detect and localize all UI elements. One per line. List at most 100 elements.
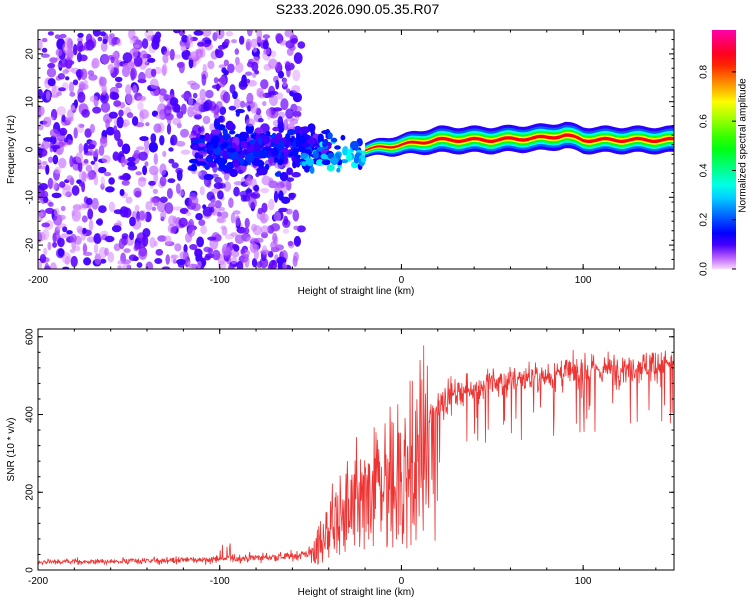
y-tick-label: 0 [25,146,36,152]
heatmap-cell [108,177,115,185]
heatmap-cell [292,110,302,118]
heatmap-cell [232,243,239,250]
heatmap-cell [118,109,124,117]
heatmap-cell [259,149,269,157]
heatmap-cell [170,254,179,259]
heatmap-cell [255,36,263,43]
heatmap-cell [66,230,73,235]
heatmap-cell [45,164,50,175]
heatmap-cell [139,50,148,60]
heatmap-cell [116,116,124,129]
heatmap-cell [188,218,195,231]
heatmap-cell [123,207,132,218]
heatmap-cell [104,247,109,256]
y-tick-label: 0 [25,567,36,573]
heatmap-cell [125,93,135,105]
heatmap-cell [136,146,145,151]
heatmap-cell [321,159,331,166]
heatmap-cell [235,215,241,227]
heatmap-cell [181,35,189,43]
heatmap-cell [153,123,162,133]
heatmap-cell [100,137,108,148]
heatmap-cell [288,193,295,201]
heatmap-cell [208,101,217,111]
heatmap-cell [48,156,54,163]
heatmap-cell [270,141,275,147]
heatmap-cell [203,132,211,142]
heatmap-cell [68,81,75,93]
heatmap-cell [278,70,284,79]
heatmap-cell [119,189,125,196]
heatmap-cell [250,134,258,140]
heatmap-cell [52,241,58,248]
heatmap-cell [287,240,294,247]
heatmap-cell [287,151,295,157]
heatmap-cell [106,126,115,136]
heatmap-cell [112,151,120,161]
heatmap-cell [244,177,252,186]
heatmap-cell [56,225,61,231]
heatmap-cell [231,159,239,165]
heatmap-cell [252,244,260,252]
heatmap-cell [233,98,241,109]
heatmap-cell [262,101,267,107]
y-tick-label: 20 [25,48,36,60]
x-tick-label: 100 [575,576,592,587]
heatmap-cell [168,147,174,152]
heatmap-cell [52,180,58,190]
heatmap-cell [114,67,120,76]
heatmap-cell [72,44,78,56]
heatmap-cell [127,157,136,162]
heatmap-cell [213,182,224,189]
heatmap-cell [69,155,74,168]
heatmap-cell [93,243,99,255]
heatmap-cell [134,190,142,198]
heatmap-cell [97,166,107,174]
heatmap-cell [196,170,202,177]
heatmap-cell [187,106,195,118]
heatmap-cell [125,196,133,204]
heatmap-cell [60,233,70,239]
heatmap-cell [41,53,50,58]
heatmap-cell [58,87,66,92]
heatmap-cell [86,171,96,181]
x-axis-label: Height of straight line (km) [298,587,415,598]
heatmap-cell [307,123,316,133]
heatmap-cell [277,116,284,126]
heatmap-cell [91,197,99,210]
heatmap-cell [268,180,278,189]
heatmap-cell [219,76,227,88]
heatmap-cell [228,105,237,111]
heatmap-cell [297,135,306,144]
heatmap-cell [243,227,250,235]
heatmap-cell [276,182,285,189]
heatmap-cell [188,158,199,164]
heatmap-cell [161,266,171,269]
heatmap-cell [43,196,49,204]
heatmap-cell [260,79,269,90]
heatmap-cell [159,135,165,146]
heatmap-cell [270,241,278,250]
heatmap-cell [88,74,98,81]
heatmap-cell [164,105,172,117]
heatmap-cell [159,196,168,203]
heatmap-cell [180,149,191,155]
heatmap-cell [180,103,187,115]
heatmap-cell [69,248,76,254]
heatmap-cell [215,49,224,59]
y-tick-label: -20 [25,237,36,252]
x-tick-label: -200 [28,275,48,286]
heatmap-cell [64,37,72,44]
heatmap-cell [261,245,268,256]
heatmap-cell [73,127,78,139]
heatmap-cell [144,161,149,167]
heatmap-cell [234,234,245,244]
heatmap-cell [279,40,288,46]
heatmap-cells [38,30,674,269]
heatmap-cell [41,190,49,199]
heatmap-cell [61,252,72,265]
heatmap-cell [69,91,76,97]
heatmap-cell [285,208,293,215]
heatmap-cell [47,31,55,36]
